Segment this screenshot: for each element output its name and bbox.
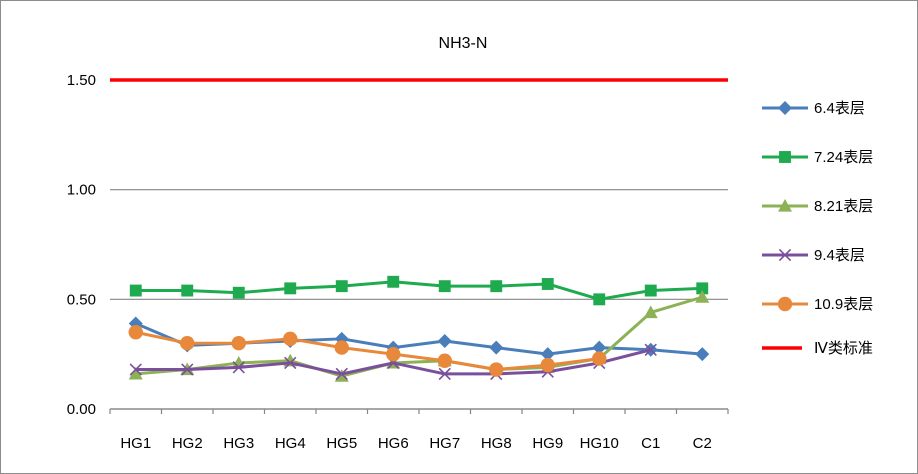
series-5 (128, 325, 607, 377)
data-point-circle (334, 340, 349, 355)
data-point-diamond (437, 334, 452, 349)
data-point-triangle (128, 366, 143, 380)
data-point-x-stroke (284, 356, 297, 370)
x-tick-label: C2 (693, 435, 712, 452)
chart-title: NH3-N (439, 35, 488, 52)
data-point-circle (489, 362, 504, 377)
legend-item: 7.24表层 (762, 149, 873, 166)
data-point-square (696, 282, 709, 295)
data-point-x (644, 343, 657, 356)
x-tick-label: HG5 (326, 435, 357, 452)
data-point-diamond (540, 347, 555, 362)
data-point-diamond (695, 347, 710, 362)
data-point-square (387, 275, 400, 288)
data-point-x (284, 356, 297, 370)
y-tick-label: 1.50 (67, 72, 96, 89)
series-group (128, 275, 710, 382)
data-point-x (181, 363, 194, 376)
x-tick-label: HG2 (172, 435, 203, 452)
x-axis: HG1 HG2 HG3 HG4 HG5 HG6 HG7 HG8 HG9 HG10 C1 C2 (109, 408, 729, 452)
data-point-triangle (778, 199, 792, 212)
data-point-circle (128, 325, 143, 340)
x-tick-label: HG9 (532, 435, 563, 452)
data-point-square (644, 284, 657, 297)
legend-label: Ⅳ类标准 (814, 340, 873, 357)
x-tick-label: C1 (641, 435, 660, 452)
y-tick-label: 1.00 (67, 182, 96, 199)
x-tick-label: HG8 (481, 435, 512, 452)
legend-label: 10.9表层 (814, 296, 873, 313)
series-line (135, 295, 703, 378)
data-point-circle (283, 331, 298, 347)
data-point-x-stroke (181, 363, 194, 376)
data-point-triangle (231, 355, 246, 369)
data-point-square (232, 286, 245, 299)
legend-item: Ⅳ类标准 (762, 340, 873, 357)
series-line (135, 330, 600, 372)
y-tick-label: 0.00 (67, 401, 96, 418)
data-point-circle (386, 346, 401, 362)
data-point-circle (180, 336, 195, 351)
data-point-diamond (778, 101, 792, 115)
x-tick-label: HG10 (580, 435, 619, 452)
data-point-square (779, 151, 791, 163)
data-point-x (335, 367, 348, 381)
data-point-square (438, 280, 451, 293)
data-point-x-stroke (232, 361, 245, 374)
data-point-x (129, 363, 142, 376)
data-point-circle (231, 336, 246, 351)
data-point-circle (592, 351, 607, 366)
data-point-x-stroke (129, 363, 142, 376)
data-point-triangle (695, 290, 710, 303)
data-point-square (335, 280, 348, 293)
data-point-x-stroke (335, 367, 348, 381)
series-2 (129, 275, 709, 306)
data-point-diamond (592, 340, 607, 355)
y-tick-label: 0.50 (67, 291, 96, 308)
data-point-square (129, 284, 142, 297)
data-point-x (778, 248, 792, 262)
legend-item: 6.4表层 (762, 100, 865, 117)
legend-label: 9.4表层 (814, 247, 865, 264)
x-tick-label: HG7 (429, 435, 460, 452)
data-point-x (232, 361, 245, 374)
legend-label: 8.21表层 (814, 198, 873, 215)
data-point-circle (777, 296, 793, 312)
data-point-x (438, 367, 451, 381)
data-point-square (541, 278, 554, 290)
data-point-circle (540, 357, 555, 373)
x-tick-label: HG3 (223, 435, 254, 452)
data-point-square (593, 293, 606, 306)
data-point-x-stroke (438, 367, 451, 381)
legend: 6.4表层 7.24表层 8.21表层 9.4表层 10.9表层 Ⅳ类标准 (762, 100, 873, 357)
data-point-circle (437, 353, 452, 368)
legend-label: 6.4表层 (814, 100, 865, 117)
data-point-square (490, 280, 503, 293)
data-point-x-stroke (778, 248, 792, 262)
data-point-square (284, 282, 297, 295)
x-tick-label: HG4 (275, 435, 306, 452)
data-point-triangle (643, 305, 658, 319)
gridlines (110, 79, 728, 410)
x-tick-label: HG6 (378, 435, 409, 452)
data-point-diamond (489, 340, 504, 355)
series-line (135, 322, 703, 356)
legend-label: 7.24表层 (814, 149, 873, 166)
legend-item: 8.21表层 (762, 198, 873, 215)
y-axis-ticks: 0.00 0.50 1.00 1.50 (67, 72, 96, 418)
legend-item: 10.9表层 (762, 296, 873, 313)
series-line (135, 280, 703, 301)
data-point-x-stroke (644, 343, 657, 356)
legend-item: 9.4表层 (762, 247, 865, 264)
data-point-square (181, 284, 194, 297)
x-tick-label: HG1 (120, 435, 151, 452)
